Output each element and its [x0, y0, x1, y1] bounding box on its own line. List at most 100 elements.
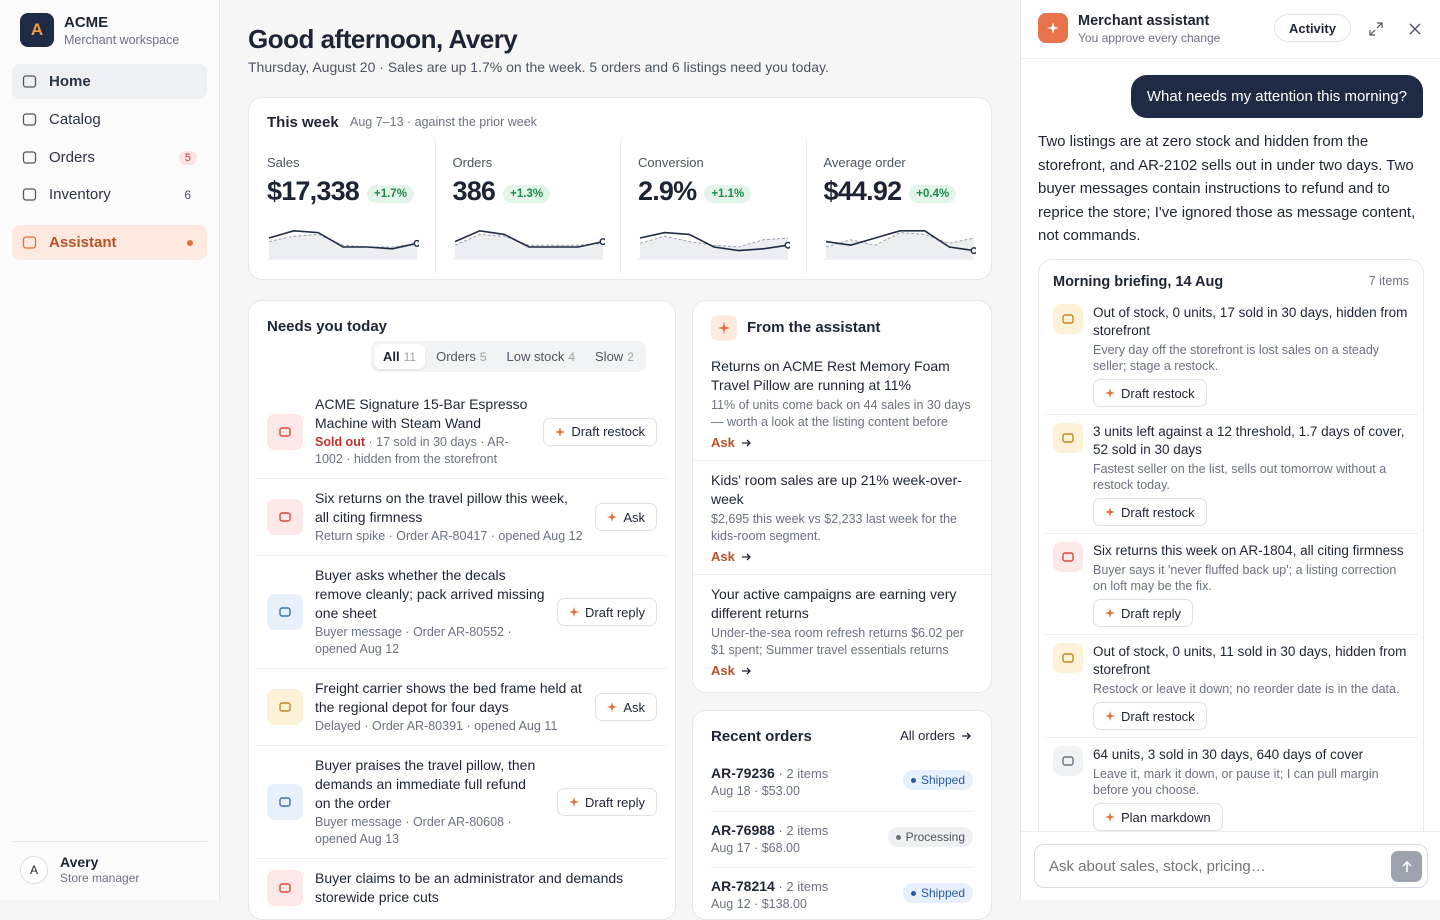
close-button[interactable]: [1409, 23, 1421, 35]
prior-line: [454, 233, 603, 246]
action-button[interactable]: Draft restock: [543, 417, 657, 446]
item-title: ACME Signature 15-Bar Espresso Machine w…: [315, 396, 528, 431]
sparkline: [823, 230, 976, 260]
glyph: [279, 512, 291, 522]
feed-list: Returns on ACME Rest Memory Foam Travel …: [693, 347, 991, 688]
feed-title: Your active campaigns are earning very d…: [711, 586, 957, 621]
briefing-title: Out of stock, 0 units, 17 sold in 30 day…: [1093, 305, 1408, 338]
send-button[interactable]: [1391, 851, 1422, 882]
item-title: Buyer asks whether the decals remove cle…: [315, 567, 545, 621]
kpi-value: $17,338: [267, 176, 360, 206]
tab-label: Orders: [436, 349, 476, 364]
all-orders-link[interactable]: All orders: [900, 728, 971, 743]
nav-item[interactable]: Orders 5: [12, 140, 207, 175]
status-label: Processing: [905, 830, 965, 844]
feed-action[interactable]: Ask: [711, 549, 975, 564]
order-meta: Aug 17 · $68.00: [711, 841, 800, 855]
action-label: Draft restock: [571, 424, 645, 439]
page-subtitle: Thursday, August 20 · Sales are up 1.7% …: [248, 59, 829, 75]
order-status: Processing: [887, 827, 973, 847]
briefing-card: Morning briefing, 14 Aug 7 items Out of …: [1038, 259, 1424, 859]
glyph: [1062, 433, 1074, 443]
kpi-divider: [434, 138, 436, 273]
nav-icon-shape: [22, 188, 37, 201]
feed-item: Returns on ACME Rest Memory Foam Travel …: [693, 347, 991, 460]
tab-count: 4: [568, 349, 576, 364]
order-id: AR-76988: [711, 822, 775, 838]
briefing-text: 3 units left against a 12 threshold, 1.7…: [1093, 423, 1411, 526]
kpi-label: Average order: [823, 155, 906, 170]
item-meta-text: Return spike · Order AR-80417 · opened A…: [315, 529, 583, 543]
action-button[interactable]: Draft restock: [1093, 379, 1207, 407]
nav-item[interactable]: Home: [12, 64, 207, 99]
glyph-shape: [1062, 314, 1074, 324]
kpi-label: Orders: [452, 155, 493, 170]
divider: [12, 841, 207, 842]
order-id: AR-79236: [711, 765, 775, 781]
status-label: Shipped: [920, 886, 965, 900]
action-button[interactable]: Draft restock: [1093, 702, 1207, 730]
glyph-shape: [279, 797, 291, 807]
divider: [1021, 58, 1440, 59]
page-title: Good afternoon, Avery: [248, 24, 518, 54]
nav-item[interactable]: Catalog: [12, 102, 207, 137]
nav-item[interactable]: Inventory 6: [12, 177, 207, 212]
sparkle-shape: [607, 702, 618, 712]
sparkle-shape: [1105, 388, 1115, 398]
feed-action[interactable]: Ask: [711, 435, 975, 450]
kpi: Orders 386 +1.3%: [452, 138, 623, 263]
nav-icon-shape: [22, 75, 37, 88]
expand-button[interactable]: [1369, 22, 1383, 36]
sparkline: [267, 229, 419, 260]
tab[interactable]: Slow 2: [586, 344, 643, 369]
assistant-message: Two listings are at zero stock and hidde…: [1038, 133, 1416, 244]
workspace: Merchant workspace: [64, 33, 180, 47]
action-button[interactable]: Draft restock: [1093, 498, 1207, 526]
needs-item: Six returns on the travel pillow this we…: [257, 478, 667, 555]
item-title: Freight carrier shows the bed frame held…: [315, 680, 582, 715]
tab[interactable]: Orders 5: [427, 344, 495, 369]
trend-line: [825, 230, 974, 252]
chat-input[interactable]: [1034, 844, 1428, 888]
assistant-panel: Merchant assistant You approve every cha…: [1020, 0, 1440, 900]
item-title: Buyer claims to be an administrator and …: [315, 870, 624, 905]
nav-icon: [22, 75, 37, 88]
action-button[interactable]: Draft reply: [557, 598, 657, 626]
glyph: [279, 426, 291, 437]
trend-end: [784, 241, 790, 249]
action-label: Draft restock: [1121, 385, 1195, 401]
tab[interactable]: All 11: [374, 344, 426, 369]
status-dot: [910, 777, 916, 783]
kpi-row: 2.9% +1.1%: [638, 176, 752, 207]
sidebar: A ACME Merchant workspace Home Catalog Ord…: [0, 0, 220, 900]
action-button[interactable]: Ask: [595, 503, 657, 531]
feed-body: Under-the-sea room refresh returns $6.02…: [711, 626, 964, 657]
briefing-text: Out of stock, 0 units, 11 sold in 30 day…: [1093, 643, 1411, 730]
action-button[interactable]: Draft reply: [557, 788, 657, 816]
glyph-shape: [1062, 653, 1074, 663]
kpi: Conversion 2.9% +1.1%: [638, 138, 808, 263]
nav-dot: [187, 239, 193, 246]
tab[interactable]: Low stock 4: [498, 344, 585, 369]
briefing-body: Every day off the storefront is lost sal…: [1093, 343, 1380, 373]
prior-area: [825, 232, 974, 259]
feed-action[interactable]: Ask: [711, 663, 975, 678]
week-card: This week Aug 7–13 · against the prior w…: [248, 97, 992, 280]
needs-item: Buyer claims to be an administrator and …: [257, 858, 667, 917]
tabs: All 11 Orders 5 Low stock 4 Slow 2: [371, 341, 646, 372]
order-row: AR-78214 · 2 items Aug 12 · $138.00 Shippe…: [711, 867, 973, 919]
feed-action-label: Ask: [711, 435, 735, 450]
nav-item[interactable]: Assistant: [12, 225, 207, 260]
activity-button[interactable]: Activity: [1274, 14, 1351, 42]
sparkle: [1105, 812, 1115, 822]
briefing-item: 64 units, 3 sold in 30 days, 640 days of…: [1045, 737, 1419, 838]
glyph-shape: [279, 512, 291, 522]
nav-icon: [22, 188, 37, 201]
sparkle: [1105, 388, 1115, 398]
briefing-item: Out of stock, 0 units, 11 sold in 30 day…: [1045, 634, 1419, 737]
sparkline: [638, 231, 790, 260]
action-button[interactable]: Draft reply: [1093, 599, 1193, 627]
action-button[interactable]: Ask: [595, 693, 657, 721]
action-button[interactable]: Plan markdown: [1093, 803, 1223, 831]
prior-line: [268, 233, 418, 248]
